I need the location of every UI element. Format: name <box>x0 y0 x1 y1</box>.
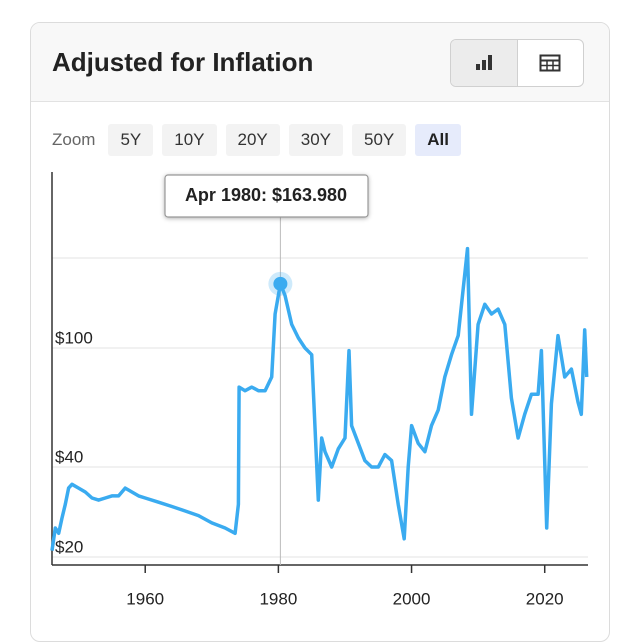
y-tick-label: $40 <box>55 447 83 466</box>
zoom-button[interactable]: 30Y <box>288 124 344 156</box>
price-line <box>50 246 589 551</box>
chart: $20 $40 $100 1960 1980 2000 2020 Apr 1980: $163… <box>50 172 589 608</box>
x-tick-label: 2000 <box>393 589 431 608</box>
x-tick-label: 2020 <box>526 589 564 608</box>
tooltip-box <box>164 174 369 218</box>
zoom-button[interactable]: 10Y <box>162 124 217 156</box>
card-header: Adjusted for Inflation <box>31 23 609 102</box>
zoom-button[interactable]: 50Y <box>352 124 407 156</box>
y-tick-label: $100 <box>55 329 93 348</box>
zoom-label: Zoom <box>52 130 96 149</box>
zoom-button[interactable]: 20Y <box>225 124 280 156</box>
tooltip: Apr 1980: $163.980 <box>164 174 369 218</box>
zoom-button[interactable]: 5Y <box>108 124 154 156</box>
bar-icon <box>475 55 492 70</box>
tooltip-text: Apr 1980: $163.980 <box>185 185 347 205</box>
view-toggle <box>450 39 584 87</box>
table-view-button[interactable] <box>518 40 584 86</box>
zoom-button[interactable]: All <box>415 124 461 156</box>
zoom-bar: Zoom 5Y 10Y 20Y 30Y 50Y All <box>52 124 461 156</box>
chart-view-button[interactable] <box>451 40 518 86</box>
card: Adjusted for Inflation Zoom 5Y 10Y 20Y 30Y 5… <box>30 22 610 642</box>
x-tick-label: 1960 <box>126 589 164 608</box>
highlight-point <box>273 276 288 291</box>
y-tick-label: $20 <box>55 537 83 556</box>
x-tick-label: 1980 <box>259 589 297 608</box>
table-icon <box>539 54 561 72</box>
card-title: Adjusted for Inflation <box>52 47 314 77</box>
